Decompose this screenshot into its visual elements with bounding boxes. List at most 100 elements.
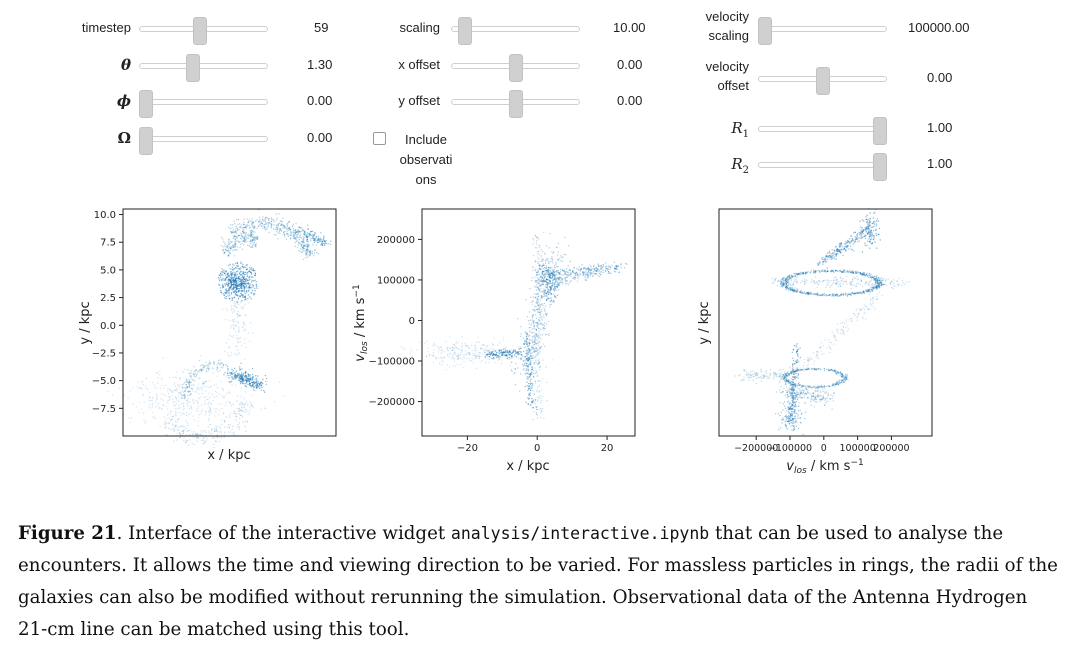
particle (246, 225, 249, 227)
particle (533, 348, 535, 350)
particle (274, 401, 276, 403)
y-offset-slider[interactable] (451, 90, 580, 118)
particle (265, 228, 267, 231)
particle (794, 259, 795, 260)
particle (555, 262, 557, 264)
particle (174, 376, 177, 379)
particle (798, 251, 799, 252)
particle (238, 288, 240, 290)
particle (514, 354, 516, 356)
particle (177, 418, 180, 421)
particle (549, 289, 551, 291)
particle (235, 275, 238, 277)
particle (613, 268, 615, 270)
particle (174, 385, 177, 388)
particle (520, 353, 523, 356)
particle (244, 299, 246, 301)
particle (228, 377, 230, 379)
particle (253, 225, 255, 227)
particle (528, 383, 530, 385)
scaling-slider[interactable] (451, 17, 580, 45)
phi-slider[interactable] (139, 90, 268, 118)
particle (231, 373, 233, 375)
x-offset-slider[interactable] (451, 54, 580, 82)
velocity-offset-slider-thumb[interactable] (815, 67, 830, 95)
particle (224, 297, 226, 299)
particle (594, 273, 596, 275)
particle (254, 290, 256, 292)
particle (174, 410, 177, 413)
particle (246, 223, 248, 226)
particle (244, 278, 246, 280)
particle (864, 237, 867, 239)
particle (239, 368, 241, 371)
timestep-slider[interactable] (139, 17, 268, 45)
velocity-scaling-slider-thumb[interactable] (758, 17, 772, 45)
omega-slider-thumb[interactable] (139, 127, 153, 155)
particle (247, 374, 250, 376)
y-offset-slider-thumb[interactable] (508, 90, 523, 118)
particle (223, 374, 225, 376)
theta-slider[interactable] (139, 54, 268, 82)
particle (231, 425, 234, 427)
x-offset-slider-thumb[interactable] (508, 54, 523, 82)
particle (223, 272, 226, 275)
particle (238, 223, 241, 225)
particle (249, 406, 251, 408)
particle (306, 238, 308, 241)
particle (238, 314, 240, 317)
particle (148, 391, 151, 393)
particle (806, 244, 807, 245)
scaling-slider-thumb[interactable] (457, 17, 472, 45)
particle (546, 298, 548, 301)
particle (200, 412, 202, 414)
particle (250, 231, 252, 233)
plot-xy: 10.07.55.02.50.0−2.5−5.0−7.5 x / kpc y /… (78, 208, 337, 463)
timestep-slider-thumb[interactable] (193, 17, 208, 45)
particle (810, 241, 811, 242)
particle (315, 244, 318, 247)
particle (869, 217, 871, 220)
include-observations-checkbox[interactable] (373, 132, 386, 145)
particle (811, 240, 812, 241)
particle (869, 241, 871, 243)
particle (814, 327, 815, 328)
particle (618, 271, 620, 273)
particle (220, 236, 223, 238)
particle (236, 376, 238, 378)
particle (874, 211, 876, 213)
phi-slider-thumb[interactable] (139, 90, 153, 118)
particle (234, 374, 237, 376)
particle (316, 239, 319, 241)
particle (174, 413, 176, 415)
r2-slider[interactable] (758, 153, 887, 181)
omega-slider[interactable] (139, 127, 268, 155)
particle (225, 308, 227, 310)
theta-slider-thumb[interactable] (186, 54, 201, 82)
r2-slider-thumb[interactable] (873, 153, 887, 181)
particle (474, 356, 477, 358)
r1-slider[interactable] (758, 117, 887, 145)
particle (244, 338, 246, 340)
particle (140, 408, 142, 411)
particle (275, 219, 277, 221)
particle (294, 233, 296, 235)
particle (810, 318, 811, 319)
particle (218, 361, 220, 364)
particle (247, 220, 250, 223)
particle (277, 232, 279, 234)
velocity-scaling-slider[interactable] (758, 17, 887, 45)
particle (250, 234, 252, 236)
r1-slider-thumb[interactable] (873, 117, 887, 145)
particle (265, 383, 268, 385)
particle (250, 394, 253, 397)
particle (160, 393, 163, 395)
particle (841, 236, 842, 237)
particle (551, 282, 553, 285)
particle (534, 305, 536, 307)
velocity-offset-slider[interactable] (758, 67, 887, 95)
plot-x-vlos-xlabel: x / kpc (506, 459, 549, 474)
particle (255, 381, 258, 384)
particle (309, 233, 311, 235)
particle (270, 227, 273, 229)
